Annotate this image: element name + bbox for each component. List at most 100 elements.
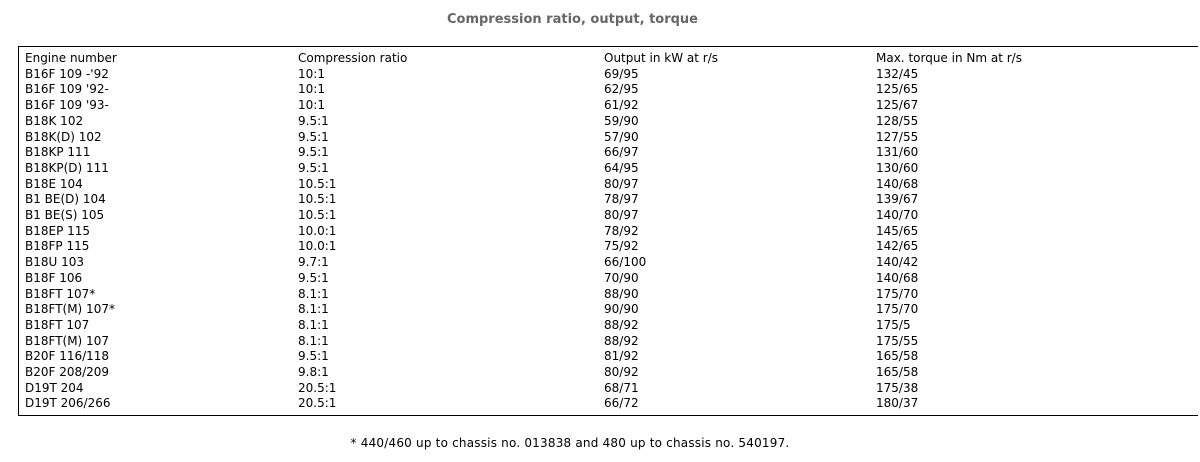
cell-output: 69/95	[604, 66, 639, 81]
table-row: B18FT(M) 107* 8.1:1 90/90 175/70	[25, 302, 1176, 318]
cell-output: 61/92	[604, 98, 639, 113]
cell-output: 80/97	[604, 208, 639, 223]
cell-engine-number: B20F 116/118	[25, 349, 110, 364]
cell-output: 57/90	[604, 129, 639, 144]
cell-compression-ratio: 20.5:1	[298, 396, 337, 411]
cell-max-torque: 180/37	[876, 396, 919, 411]
cell-engine-number: B18F 106	[25, 270, 83, 285]
cell-output: 88/92	[604, 317, 639, 332]
cell-compression-ratio: 9.5:1	[298, 113, 329, 128]
table-row: B18KP(D) 111 9.5:1 64/95 130/60	[25, 161, 1176, 177]
cell-max-torque: 130/60	[876, 160, 919, 175]
table-row: B18FP 115 10.0:1 75/92 142/65	[25, 239, 1176, 255]
cell-engine-number: B20F 208/209	[25, 365, 110, 380]
cell-compression-ratio: 10.5:1	[298, 208, 337, 223]
cell-output: 64/95	[604, 160, 639, 175]
cell-max-torque: 145/65	[876, 223, 919, 238]
table-row: B20F 208/209 9.8:1 80/92 165/58	[25, 365, 1176, 381]
cell-engine-number: B18FP 115	[25, 239, 90, 254]
cell-compression-ratio: 10:1	[298, 82, 325, 97]
cell-engine-number: B1 BE(S) 105	[25, 208, 105, 223]
cell-max-torque: 139/67	[876, 192, 919, 207]
cell-engine-number: B18K 102	[25, 113, 84, 128]
cell-output: 88/90	[604, 286, 639, 301]
cell-compression-ratio: 9.5:1	[298, 270, 329, 285]
cell-output: 80/92	[604, 365, 639, 380]
cell-max-torque: 131/60	[876, 145, 919, 160]
page-title: Compression ratio, output, torque	[446, 12, 699, 27]
cell-compression-ratio: 8.1:1	[298, 317, 329, 332]
cell-output: 59/90	[604, 113, 639, 128]
cell-compression-ratio: 10:1	[298, 66, 325, 81]
cell-max-torque: 165/58	[876, 349, 919, 364]
cell-output: 75/92	[604, 239, 639, 254]
cell-output: 78/97	[604, 192, 639, 207]
cell-max-torque: 140/70	[876, 208, 919, 223]
cell-max-torque: 175/70	[876, 286, 919, 301]
cell-compression-ratio: 20.5:1	[298, 380, 337, 395]
cell-output: 66/72	[604, 396, 639, 411]
cell-compression-ratio: 9.5:1	[298, 145, 329, 160]
cell-engine-number: B18FT(M) 107*	[25, 302, 115, 317]
column-header-compression-ratio: Compression ratio	[298, 51, 408, 65]
cell-engine-number: B18EP 115	[25, 223, 91, 238]
table-row: B16F 109 -'92 10:1 69/95 132/45	[25, 67, 1176, 83]
cell-compression-ratio: 8.1:1	[298, 302, 329, 317]
table-row: B18E 104 10.5:1 80/97 140/68	[25, 177, 1176, 193]
table-row: B1 BE(S) 105 10.5:1 80/97 140/70	[25, 208, 1176, 224]
cell-output: 70/90	[604, 270, 639, 285]
cell-engine-number: B16F 109 '93-	[25, 98, 109, 113]
cell-compression-ratio: 10.0:1	[298, 239, 337, 254]
cell-compression-ratio: 9.5:1	[298, 129, 329, 144]
table-row: B18FT 107 8.1:1 88/92 175/5	[25, 318, 1176, 334]
cell-max-torque: 125/65	[876, 82, 919, 97]
cell-engine-number: B18FT 107*	[25, 286, 96, 301]
table-header-row: Engine number Compression ratio Output i…	[25, 51, 1176, 67]
cell-max-torque: 142/65	[876, 239, 919, 254]
cell-max-torque: 165/58	[876, 365, 919, 380]
cell-engine-number: B18K(D) 102	[25, 129, 102, 144]
cell-engine-number: B16F 109 -'92	[25, 66, 109, 81]
footnote: * 440/460 up to chassis no. 013838 and 4…	[350, 436, 790, 450]
cell-engine-number: B18KP 111	[25, 145, 91, 160]
table-row: B16F 109 '92- 10:1 62/95 125/65	[25, 82, 1176, 98]
cell-max-torque: 140/42	[876, 255, 919, 270]
specs-table: Engine number Compression ratio Output i…	[25, 51, 1176, 412]
cell-compression-ratio: 10:1	[298, 98, 325, 113]
cell-engine-number: B18U 103	[25, 255, 85, 270]
cell-engine-number: B18FT(M) 107	[25, 333, 109, 348]
table-row: B18K 102 9.5:1 59/90 128/55	[25, 114, 1176, 130]
cell-max-torque: 175/55	[876, 333, 919, 348]
cell-engine-number: B18FT 107	[25, 317, 90, 332]
cell-max-torque: 140/68	[876, 176, 919, 191]
table-row: B18EP 115 10.0:1 78/92 145/65	[25, 224, 1176, 240]
table-row: B18U 103 9.7:1 66/100 140/42	[25, 255, 1176, 271]
cell-output: 68/71	[604, 380, 639, 395]
table-body: B16F 109 -'92 10:1 69/95 132/45 B16F 109 '92…	[25, 67, 1176, 412]
cell-max-torque: 128/55	[876, 113, 919, 128]
table-row: B16F 109 '93- 10:1 61/92 125/67	[25, 98, 1176, 114]
cell-max-torque: 125/67	[876, 98, 919, 113]
cell-output: 66/100	[604, 255, 647, 270]
cell-max-torque: 175/5	[876, 317, 911, 332]
table-row: B1 BE(D) 104 10.5:1 78/97 139/67	[25, 192, 1176, 208]
cell-compression-ratio: 10.5:1	[298, 176, 337, 191]
cell-max-torque: 127/55	[876, 129, 919, 144]
cell-engine-number: D19T 204	[25, 380, 84, 395]
cell-max-torque: 175/38	[876, 380, 919, 395]
cell-output: 80/97	[604, 176, 639, 191]
cell-compression-ratio: 10.0:1	[298, 223, 337, 238]
cell-engine-number: B18E 104	[25, 176, 83, 191]
cell-compression-ratio: 8.1:1	[298, 333, 329, 348]
cell-max-torque: 140/68	[876, 270, 919, 285]
cell-engine-number: B16F 109 '92-	[25, 82, 109, 97]
table-row: B18K(D) 102 9.5:1 57/90 127/55	[25, 130, 1176, 146]
cell-compression-ratio: 9.8:1	[298, 365, 329, 380]
cell-output: 88/92	[604, 333, 639, 348]
cell-output: 78/92	[604, 223, 639, 238]
cell-output: 90/90	[604, 302, 639, 317]
cell-output: 81/92	[604, 349, 639, 364]
cell-engine-number: B18KP(D) 111	[25, 160, 109, 175]
table-row: B18F 106 9.5:1 70/90 140/68	[25, 271, 1176, 287]
table-row: B20F 116/118 9.5:1 81/92 165/58	[25, 349, 1176, 365]
